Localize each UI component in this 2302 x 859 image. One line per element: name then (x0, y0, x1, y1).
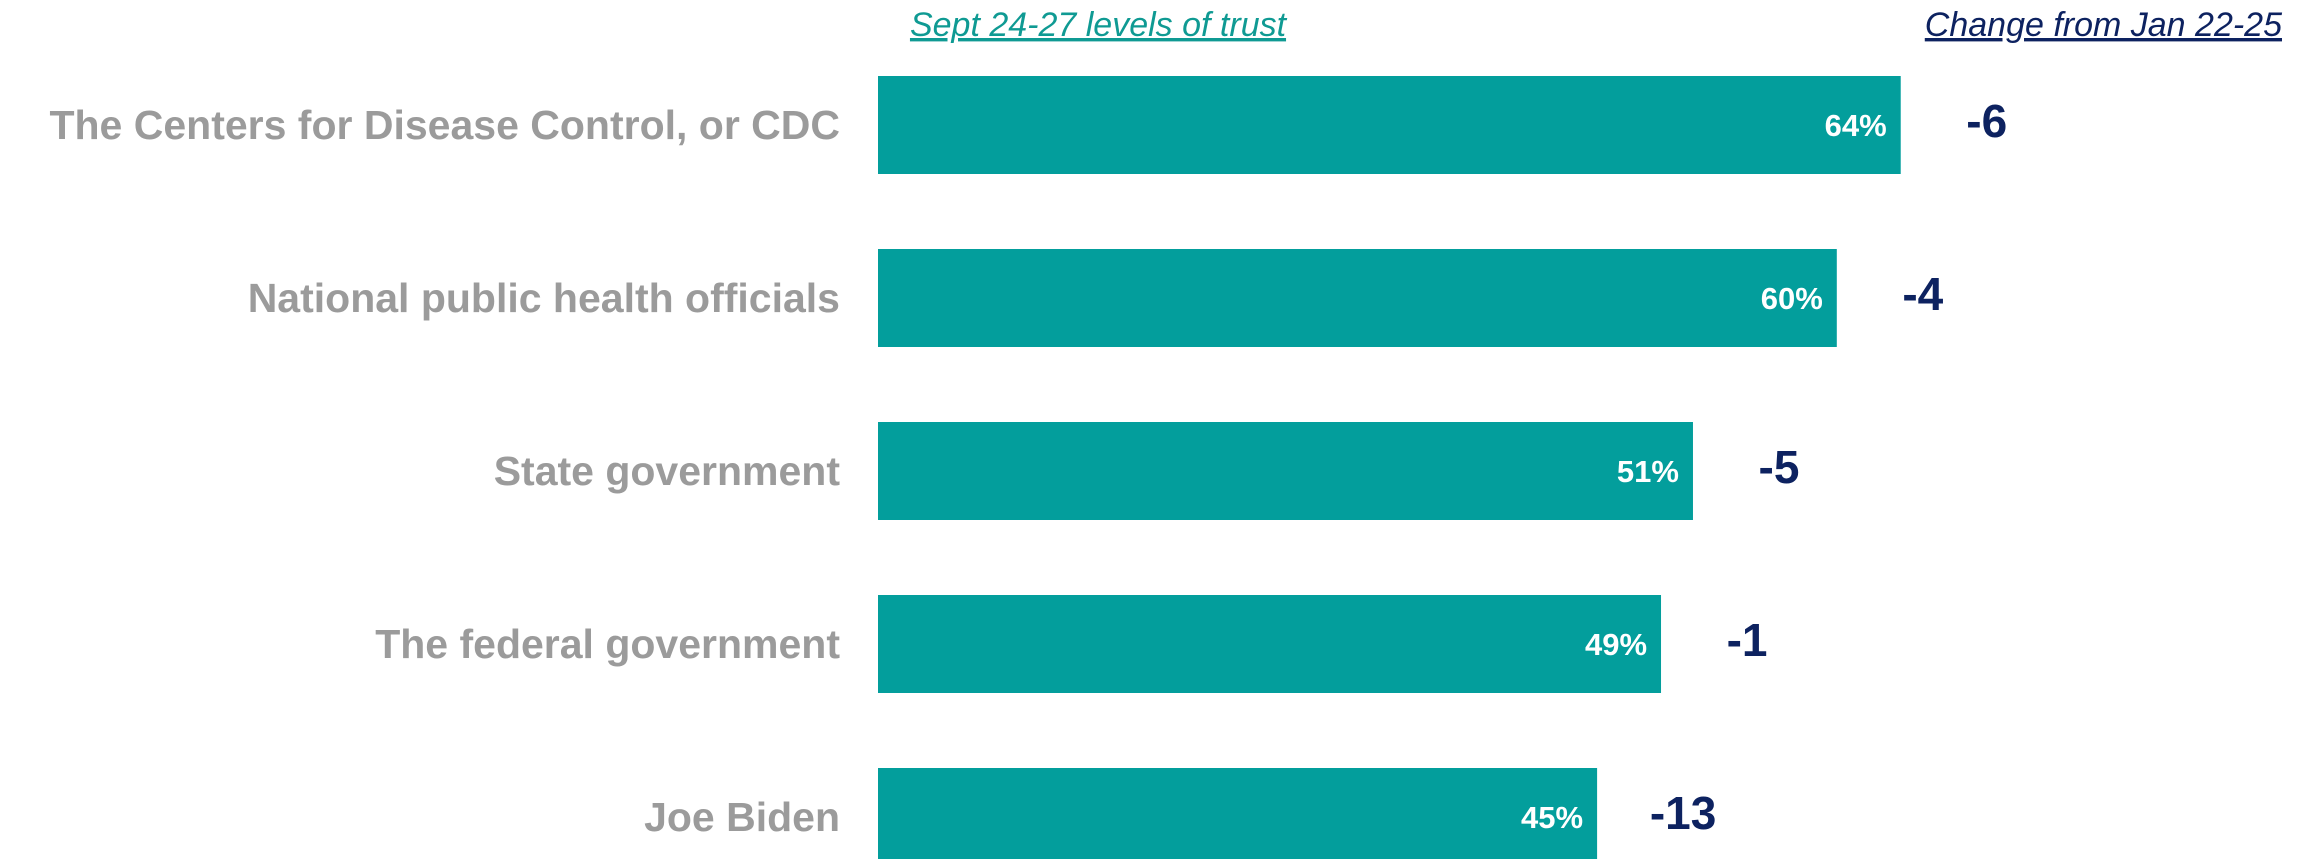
category-label: Joe Biden (644, 794, 840, 840)
bars-group: The Centers for Disease Control, or CDC 6… (49, 76, 2007, 859)
category-label: National public health officials (248, 275, 840, 321)
change-value-label: -4 (1902, 268, 1943, 320)
bar-value-label: 64% (1825, 108, 1887, 143)
change-value-label: -13 (1650, 787, 1716, 839)
category-label: The federal government (375, 621, 840, 667)
bar (878, 768, 1598, 859)
bar (878, 249, 1837, 347)
bar-value-label: 45% (1521, 800, 1583, 835)
bar-value-label: 51% (1617, 454, 1679, 489)
change-value-label: -5 (1759, 441, 1800, 493)
bar-value-label: 49% (1585, 627, 1647, 662)
trust-levels-header: Sept 24-27 levels of trust (910, 6, 1288, 44)
category-label: The Centers for Disease Control, or CDC (49, 102, 840, 148)
change-value-label: -1 (1727, 614, 1768, 666)
bar-value-label: 60% (1761, 281, 1823, 316)
bar (878, 422, 1693, 520)
bar (878, 76, 1901, 174)
change-header: Change from Jan 22-25 (1925, 6, 2282, 44)
change-value-label: -6 (1966, 95, 2007, 147)
bar (878, 595, 1662, 693)
category-label: State government (494, 448, 841, 494)
